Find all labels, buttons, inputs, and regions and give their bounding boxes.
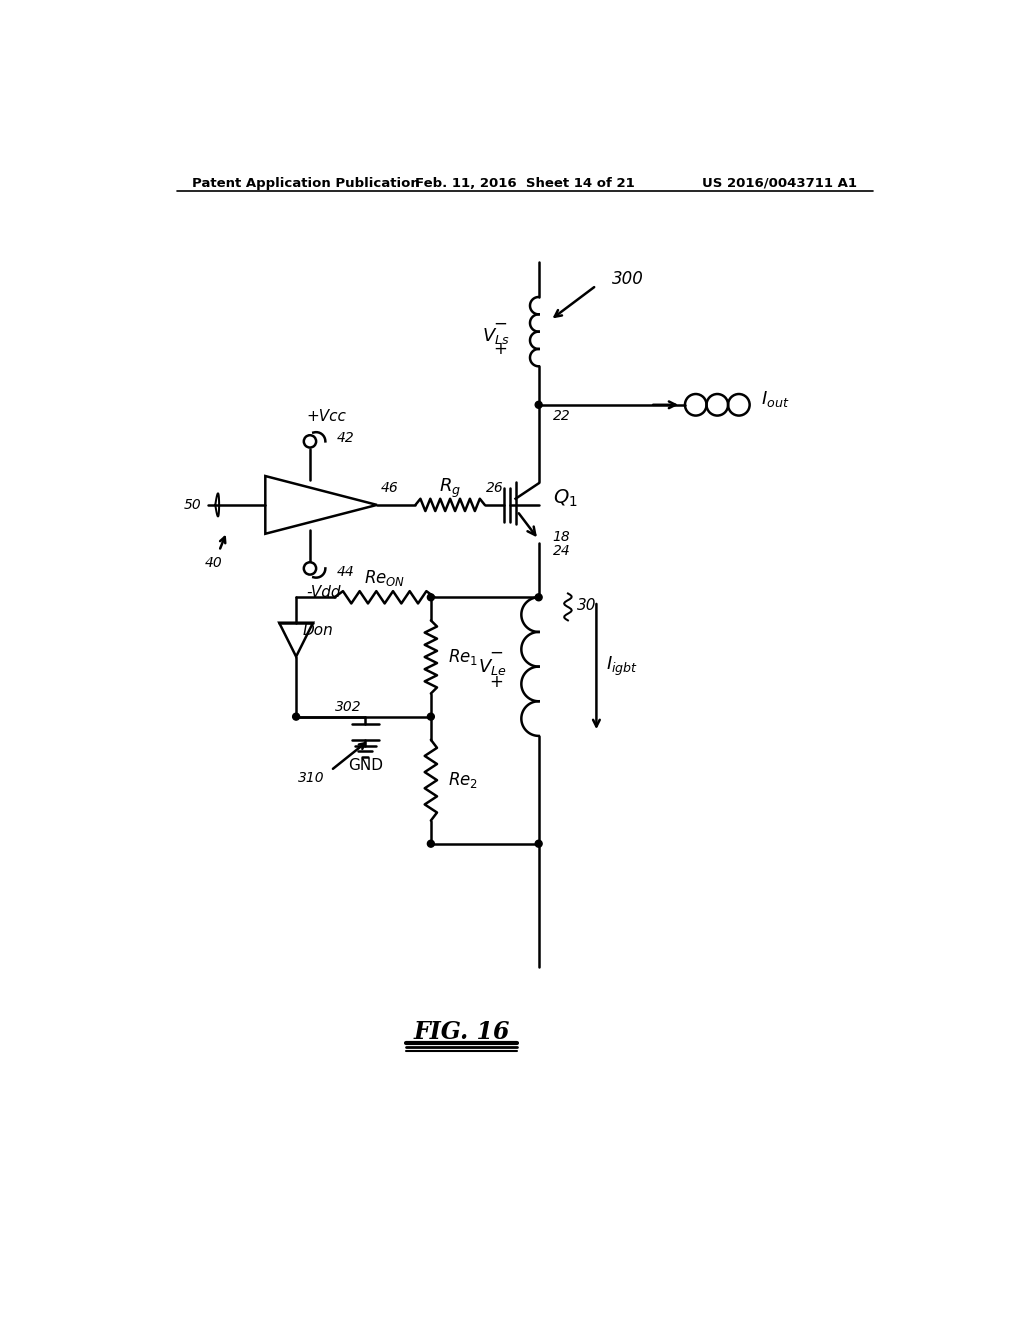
Text: 22: 22 <box>553 409 570 424</box>
Text: $I_{igbt}$: $I_{igbt}$ <box>605 655 638 678</box>
Text: 46: 46 <box>381 480 398 495</box>
Text: GND: GND <box>348 759 383 774</box>
Circle shape <box>427 841 434 847</box>
Text: $-$: $-$ <box>489 643 504 660</box>
Circle shape <box>536 841 542 847</box>
Text: $+$: $+$ <box>489 673 504 690</box>
Text: 24: 24 <box>553 544 570 558</box>
Text: $V_{Le}$: $V_{Le}$ <box>478 656 507 677</box>
Text: Feb. 11, 2016  Sheet 14 of 21: Feb. 11, 2016 Sheet 14 of 21 <box>415 177 635 190</box>
Text: 50: 50 <box>183 498 202 512</box>
Text: $+$: $+$ <box>494 339 507 358</box>
Text: 40: 40 <box>205 556 222 570</box>
Text: $R_g$: $R_g$ <box>439 477 461 499</box>
Text: 30: 30 <box>578 598 597 612</box>
Circle shape <box>536 594 542 601</box>
Text: Patent Application Publication: Patent Application Publication <box>193 177 420 190</box>
Text: 310: 310 <box>298 771 325 785</box>
Text: $Q_1$: $Q_1$ <box>553 488 578 510</box>
Text: $Re_{ON}$: $Re_{ON}$ <box>364 568 406 587</box>
Text: 42: 42 <box>337 430 354 445</box>
Circle shape <box>427 713 434 721</box>
Text: US 2016/0043711 A1: US 2016/0043711 A1 <box>702 177 857 190</box>
Circle shape <box>427 594 434 601</box>
Text: +Vcc: +Vcc <box>306 409 346 425</box>
Text: $Re_1$: $Re_1$ <box>447 647 478 667</box>
Text: -Vdd: -Vdd <box>306 585 341 601</box>
Text: 300: 300 <box>611 271 644 288</box>
Circle shape <box>293 713 300 721</box>
Text: 44: 44 <box>337 565 354 579</box>
Text: 302: 302 <box>335 701 361 714</box>
Text: $-$: $-$ <box>494 313 507 331</box>
Text: Don: Don <box>302 623 333 638</box>
Text: $I_{out}$: $I_{out}$ <box>761 388 790 409</box>
Text: $V_{Ls}$: $V_{Ls}$ <box>482 326 510 346</box>
Text: 18: 18 <box>553 531 570 544</box>
Text: $Re_2$: $Re_2$ <box>447 770 478 791</box>
Text: FIG. 16: FIG. 16 <box>414 1020 510 1044</box>
Text: 26: 26 <box>485 480 503 495</box>
Circle shape <box>536 401 542 408</box>
